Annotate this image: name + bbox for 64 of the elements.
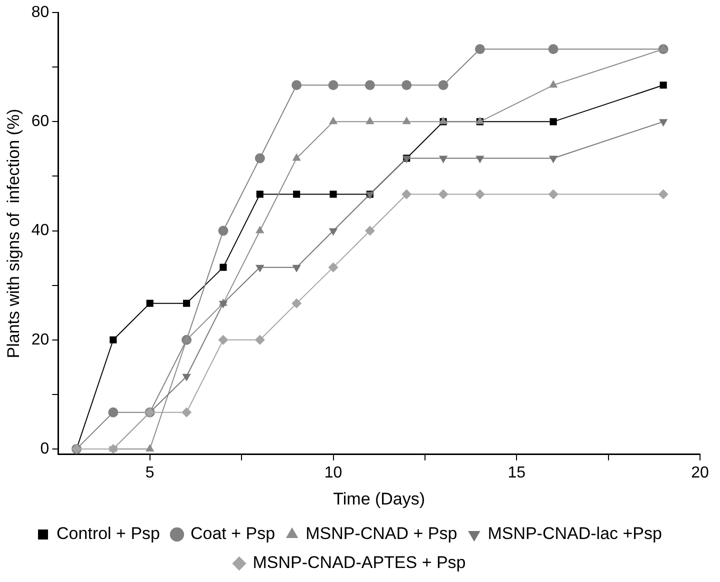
y-axis-title: Plants with signs of infection (%) <box>4 108 23 358</box>
point <box>438 189 448 200</box>
x-tick-label: 10 <box>324 464 342 482</box>
point <box>182 407 192 418</box>
point <box>476 156 484 164</box>
point <box>548 189 558 200</box>
point <box>658 44 668 52</box>
x-tick-label: 15 <box>508 464 526 482</box>
point <box>548 44 558 54</box>
point <box>292 153 301 161</box>
point <box>146 300 154 307</box>
point <box>110 336 117 344</box>
y-tick-label: 60 <box>31 113 50 130</box>
point <box>660 82 667 89</box>
x-tick-label: 20 <box>691 464 709 482</box>
point <box>364 226 375 236</box>
point <box>402 189 412 200</box>
y-tick-label: 20 <box>31 331 50 348</box>
point <box>218 226 228 236</box>
point <box>438 156 448 164</box>
point <box>548 156 558 164</box>
legend-label: Coat + Psp <box>190 524 276 544</box>
point <box>183 300 190 307</box>
point <box>218 334 228 345</box>
point <box>474 44 485 54</box>
point <box>366 116 374 124</box>
point <box>108 407 118 418</box>
point <box>292 80 302 90</box>
point <box>402 116 411 124</box>
point <box>108 444 118 454</box>
point <box>550 118 557 126</box>
point <box>256 190 264 198</box>
point <box>292 264 301 272</box>
x-axis-title: Time (Days) <box>333 489 426 508</box>
legend-label: MSNP-CNAD + Psp <box>306 524 458 544</box>
point <box>256 264 264 272</box>
point <box>328 80 338 90</box>
point <box>218 300 228 308</box>
legend-label: MSNP-CNAD-lac +Psp <box>488 524 662 544</box>
point <box>548 80 558 88</box>
point <box>256 226 264 234</box>
point <box>402 80 412 90</box>
point <box>254 153 265 164</box>
y-tick-label: 0 <box>40 440 50 458</box>
point <box>330 190 337 198</box>
point <box>658 119 668 127</box>
y-tick-label: 80 <box>31 4 50 22</box>
point <box>146 444 154 452</box>
point <box>364 80 375 90</box>
legend-label: Control + Psp <box>56 524 160 544</box>
point <box>658 189 668 200</box>
x-tick-label: 5 <box>145 464 154 482</box>
point <box>438 80 448 90</box>
point <box>254 334 265 345</box>
point <box>328 228 338 236</box>
point <box>292 298 302 308</box>
point <box>182 374 191 382</box>
legend-label: MSNP-CNAD-APTES + Psp <box>252 553 466 572</box>
point <box>220 264 227 271</box>
point <box>474 189 485 200</box>
y-tick-label: 40 <box>31 222 50 240</box>
point <box>328 116 338 124</box>
point <box>293 190 300 198</box>
point <box>328 262 338 272</box>
